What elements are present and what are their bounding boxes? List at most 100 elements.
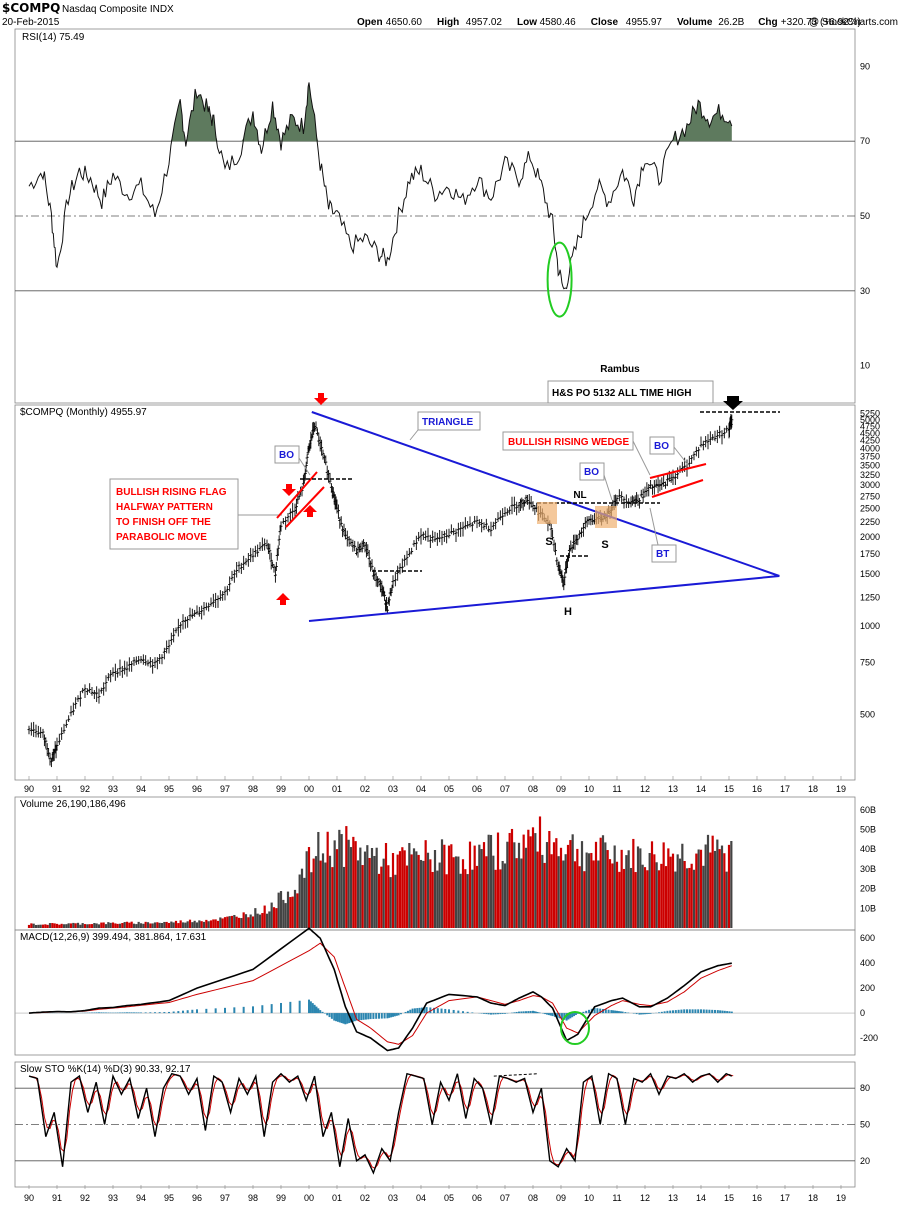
macd-hist-bar xyxy=(205,1008,208,1014)
price-bar xyxy=(106,673,110,681)
price-bar xyxy=(583,517,587,530)
volume-bar xyxy=(503,863,507,928)
price-bar xyxy=(501,508,505,526)
stat-value: 4957.02 xyxy=(466,17,503,28)
volume-bar xyxy=(643,867,647,928)
x-tick-label: 05 xyxy=(444,784,454,794)
macd-hist-bar xyxy=(582,1011,585,1014)
volume-bar xyxy=(324,862,327,928)
x-tick-label: 92 xyxy=(80,784,90,794)
volume-bar xyxy=(212,919,215,928)
x-tick-label: 15 xyxy=(724,1193,734,1203)
volume-bar xyxy=(331,867,334,928)
macd-hist-bar xyxy=(196,1009,198,1014)
macd-hist-bar xyxy=(140,1012,142,1014)
volume-bar xyxy=(44,924,47,928)
volume-bar xyxy=(457,856,460,928)
volume-bar xyxy=(286,891,290,928)
volume-bar xyxy=(205,919,208,928)
x-tick-label: 99 xyxy=(276,1193,286,1203)
x-tick-label: 19 xyxy=(836,1193,846,1203)
volume-bar xyxy=(394,874,397,928)
volume-bar xyxy=(104,924,108,928)
volume-bar xyxy=(534,833,537,928)
price-bar xyxy=(665,474,669,487)
volume-bar xyxy=(328,855,332,928)
volume-bar xyxy=(695,853,698,928)
volume-bar xyxy=(41,924,45,928)
macd-hist-bar xyxy=(252,1006,254,1014)
macd-hist-bar xyxy=(610,1010,613,1014)
x-tick-label: 94 xyxy=(136,1193,146,1203)
symbol-name: Nasdaq Composite INDX xyxy=(62,4,174,15)
price-bar xyxy=(620,491,624,503)
price-bar xyxy=(456,522,460,537)
volume-bar xyxy=(167,922,171,928)
macd-hist-bar xyxy=(599,1008,602,1014)
price-bar xyxy=(62,723,66,734)
macd-hist-bar xyxy=(321,1011,324,1014)
price-y-tick: 5000 xyxy=(860,415,880,425)
volume-bar xyxy=(53,923,56,928)
volume-bar xyxy=(592,860,595,928)
price-bar xyxy=(531,501,535,512)
volume-bar xyxy=(342,866,346,928)
volume-bar xyxy=(30,923,33,928)
volume-bar xyxy=(716,839,719,928)
price-bar xyxy=(102,682,106,696)
price-bar xyxy=(701,440,705,451)
volume-bar xyxy=(293,889,297,928)
macd-hist-bar xyxy=(686,1009,688,1014)
price-y-tick: 1500 xyxy=(860,569,880,579)
x-tick-label: 06 xyxy=(472,784,482,794)
x-tick-label: 96 xyxy=(192,1193,202,1203)
chart-date: 20-Feb-2015 xyxy=(2,17,60,28)
price-bar xyxy=(491,521,495,530)
price-bar xyxy=(468,516,472,528)
macd-hist-bar xyxy=(547,1013,550,1016)
volume-bar xyxy=(137,921,140,928)
price-bar xyxy=(95,686,99,703)
macd-hist-bar xyxy=(126,1012,128,1014)
volume-bar xyxy=(356,860,360,928)
price-bar xyxy=(118,659,122,676)
price-bar xyxy=(711,434,715,441)
volume-bar xyxy=(261,913,264,928)
price-bar xyxy=(64,719,68,728)
price-bar xyxy=(329,483,333,493)
volume-bar xyxy=(594,841,598,928)
volume-bar xyxy=(240,918,243,928)
x-tick-label: 93 xyxy=(108,784,118,794)
volume-bar xyxy=(669,856,672,928)
rsi-line xyxy=(28,82,733,290)
volume-bar xyxy=(86,924,89,928)
volume-bar xyxy=(97,924,101,928)
volume-bar xyxy=(408,843,411,928)
volume-bar xyxy=(398,851,402,928)
volume-bar xyxy=(557,856,560,928)
volume-bar xyxy=(277,892,280,928)
price-bar xyxy=(442,530,446,542)
macd-hist-bar xyxy=(429,1007,432,1014)
macd-hist-bar xyxy=(372,1013,375,1019)
macd-hist-bar xyxy=(123,1012,126,1014)
bo-pointer xyxy=(603,474,613,501)
macd-hist-bar xyxy=(658,1012,660,1014)
price-bar xyxy=(324,455,328,466)
macd-hist-bar xyxy=(404,1011,407,1014)
macd-hist-bar xyxy=(556,1013,559,1018)
volume-bar xyxy=(424,840,427,928)
price-bar xyxy=(558,564,562,575)
volume-bar xyxy=(608,859,612,928)
volume-bar xyxy=(128,922,131,928)
volume-bar xyxy=(46,924,49,928)
price-bar xyxy=(305,454,309,465)
price-bar xyxy=(433,531,437,542)
rsi-y-tick: 90 xyxy=(860,61,870,71)
price-bar xyxy=(387,596,391,606)
volume-bar xyxy=(387,865,390,928)
macd-y-tick: 0 xyxy=(860,1008,865,1018)
volume-bar xyxy=(223,917,227,928)
volume-bar xyxy=(613,845,616,928)
volume-bar xyxy=(564,854,567,928)
